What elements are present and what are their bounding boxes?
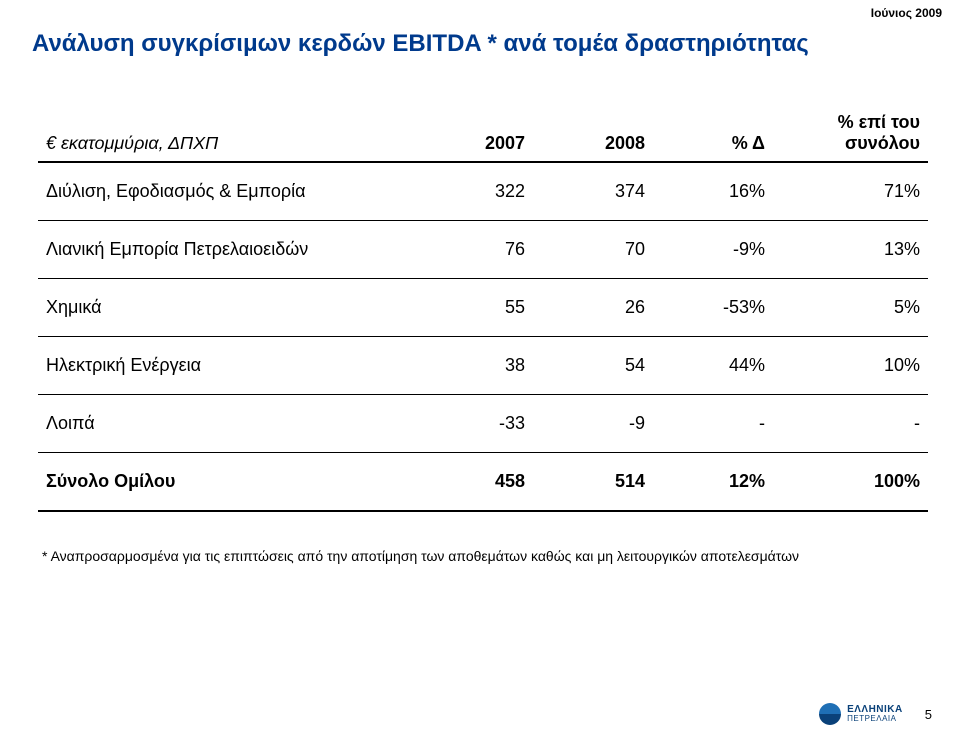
cell: 100% bbox=[773, 453, 928, 512]
footnote: * Αναπροσαρμοσμένα για τις επιπτώσεις απ… bbox=[42, 548, 928, 564]
cell: -33 bbox=[413, 395, 533, 453]
date-label: Ιούνιος 2009 bbox=[871, 6, 942, 20]
page-title: Ανάλυση συγκρίσιμων κερδών EBITDA * ανά … bbox=[32, 30, 928, 58]
logo-text-line2: ΠΕΤΡΕΛΑΙΑ bbox=[847, 715, 903, 723]
cell: 54 bbox=[533, 337, 653, 395]
cell: 38 bbox=[413, 337, 533, 395]
cell: - bbox=[773, 395, 928, 453]
cell: 322 bbox=[413, 162, 533, 221]
table-row: Διύλιση, Εφοδιασμός & Εμπορία32237416%71… bbox=[38, 162, 928, 221]
table-body: Διύλιση, Εφοδιασμός & Εμπορία32237416%71… bbox=[38, 162, 928, 511]
cell: -9 bbox=[533, 395, 653, 453]
row-label: Σύνολο Ομίλου bbox=[38, 453, 413, 512]
ebitda-table: € εκατομμύρια, ΔΠΧΠ 2007 2008 % Δ % επί … bbox=[38, 106, 928, 512]
cell: - bbox=[653, 395, 773, 453]
cell: 13% bbox=[773, 221, 928, 279]
row-label: Λοιπά bbox=[38, 395, 413, 453]
header-col-3: % επί του συνόλου bbox=[773, 106, 928, 162]
header-col-2: % Δ bbox=[653, 106, 773, 162]
row-label: Χημικά bbox=[38, 279, 413, 337]
cell: 5% bbox=[773, 279, 928, 337]
header-rowlabel: € εκατομμύρια, ΔΠΧΠ bbox=[38, 106, 413, 162]
row-label: Διύλιση, Εφοδιασμός & Εμπορία bbox=[38, 162, 413, 221]
header-col-0: 2007 bbox=[413, 106, 533, 162]
footer: ΕΛΛΗΝΙΚΑ ΠΕΤΡΕΛΑΙΑ 5 bbox=[819, 703, 932, 725]
table-row: Λιανική Εμπορία Πετρελαιοειδών7670-9%13% bbox=[38, 221, 928, 279]
logo-icon bbox=[819, 703, 841, 725]
logo-top-half bbox=[819, 703, 841, 714]
cell: 26 bbox=[533, 279, 653, 337]
cell: 70 bbox=[533, 221, 653, 279]
cell: -53% bbox=[653, 279, 773, 337]
logo-bottom-half bbox=[819, 714, 841, 725]
cell: 44% bbox=[653, 337, 773, 395]
company-logo: ΕΛΛΗΝΙΚΑ ΠΕΤΡΕΛΑΙΑ bbox=[819, 703, 903, 725]
cell: -9% bbox=[653, 221, 773, 279]
cell: 458 bbox=[413, 453, 533, 512]
logo-text: ΕΛΛΗΝΙΚΑ ΠΕΤΡΕΛΑΙΑ bbox=[847, 705, 903, 723]
table-header-row: € εκατομμύρια, ΔΠΧΠ 2007 2008 % Δ % επί … bbox=[38, 106, 928, 162]
table-row: Χημικά5526-53%5% bbox=[38, 279, 928, 337]
table-row: Σύνολο Ομίλου45851412%100% bbox=[38, 453, 928, 512]
cell: 76 bbox=[413, 221, 533, 279]
page-number: 5 bbox=[925, 707, 932, 722]
cell: 16% bbox=[653, 162, 773, 221]
header-col-1: 2008 bbox=[533, 106, 653, 162]
cell: 12% bbox=[653, 453, 773, 512]
table-row: Ηλεκτρική Ενέργεια385444%10% bbox=[38, 337, 928, 395]
cell: 10% bbox=[773, 337, 928, 395]
cell: 71% bbox=[773, 162, 928, 221]
row-label: Λιανική Εμπορία Πετρελαιοειδών bbox=[38, 221, 413, 279]
cell: 374 bbox=[533, 162, 653, 221]
table-row: Λοιπά-33-9-- bbox=[38, 395, 928, 453]
cell: 514 bbox=[533, 453, 653, 512]
cell: 55 bbox=[413, 279, 533, 337]
row-label: Ηλεκτρική Ενέργεια bbox=[38, 337, 413, 395]
